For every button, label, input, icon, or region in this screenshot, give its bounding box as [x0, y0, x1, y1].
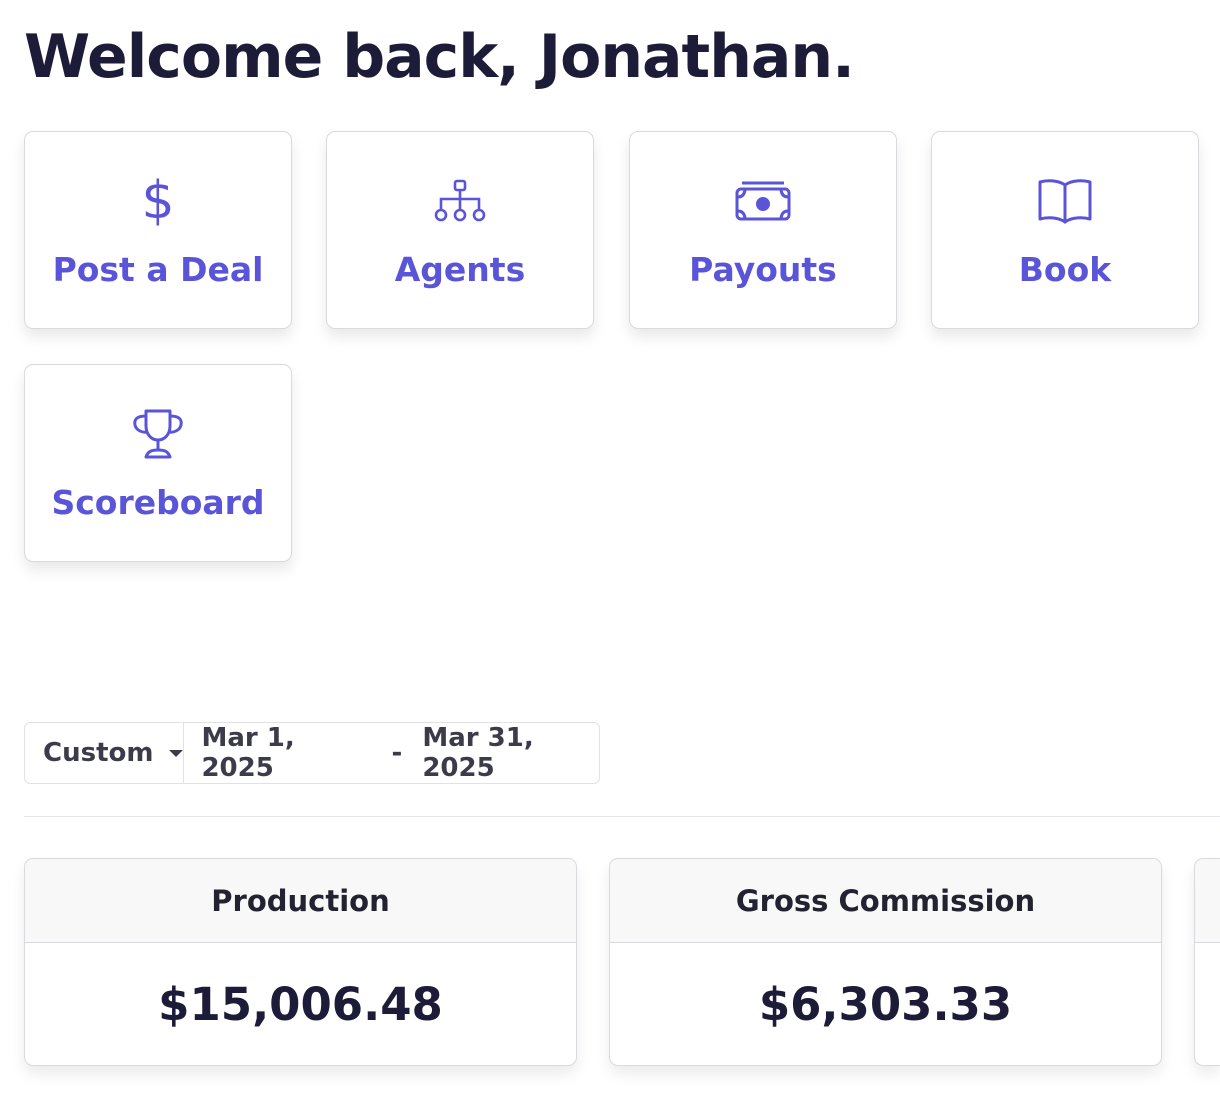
partial-stat-head: [1195, 859, 1220, 943]
partial-stat-card: [1194, 858, 1220, 1066]
date-separator: -: [391, 738, 403, 768]
date-range-picker[interactable]: Mar 1, 2025 - Mar 31, 2025: [184, 723, 599, 783]
trophy-icon: [25, 407, 291, 461]
welcome-heading: Welcome back, Jonathan.: [24, 22, 855, 92]
production-title: Production: [25, 859, 576, 943]
scoreboard-label: Scoreboard: [51, 483, 265, 522]
production-card: Production $15,006.48: [24, 858, 577, 1066]
production-value: $15,006.48: [158, 977, 443, 1031]
post-a-deal-tile[interactable]: $ Post a Deal: [24, 131, 292, 329]
agents-tile[interactable]: Agents: [326, 131, 594, 329]
agents-label: Agents: [394, 250, 526, 289]
dollar-icon: $: [141, 171, 175, 231]
cash-icon: [630, 174, 896, 228]
book-tile[interactable]: Book: [931, 131, 1199, 329]
chevron-down-icon: [169, 749, 184, 757]
start-date[interactable]: Mar 1, 2025: [201, 723, 295, 783]
gross-commission-card: Gross Commission $6,303.33: [609, 858, 1162, 1066]
gross-commission-value: $6,303.33: [758, 977, 1013, 1031]
book-label: Book: [1018, 250, 1112, 289]
org-chart-icon: [327, 174, 593, 228]
payouts-label: Payouts: [689, 250, 837, 289]
book-icon: [932, 174, 1198, 228]
range-preset-label: Custom: [43, 738, 154, 768]
end-date[interactable]: Mar 31, 2025: [422, 723, 534, 783]
section-divider: [24, 816, 1220, 817]
payouts-tile[interactable]: Payouts: [629, 131, 897, 329]
post-a-deal-label: Post a Deal: [52, 250, 264, 289]
date-range-filter: Custom Mar 1, 2025 - Mar 31, 2025: [24, 722, 600, 784]
scoreboard-tile[interactable]: Scoreboard: [24, 364, 292, 562]
range-preset-dropdown[interactable]: Custom: [25, 723, 185, 783]
gross-commission-title: Gross Commission: [610, 859, 1161, 943]
